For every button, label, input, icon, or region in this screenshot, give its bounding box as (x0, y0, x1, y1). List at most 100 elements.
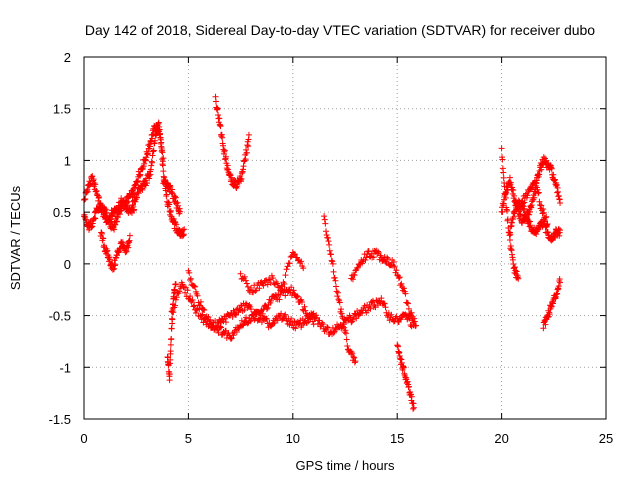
data-point-arc-h (247, 318, 254, 325)
data-point-arc-j (287, 253, 294, 260)
data-point-arc-g (177, 285, 184, 292)
data-point-arc-g (184, 287, 191, 294)
data-point-arc-h (301, 303, 308, 310)
data-point-arc-f (168, 325, 175, 332)
data-point-arc-j (264, 281, 271, 288)
data-point-arc-a (143, 154, 150, 161)
data-point-arc-j (273, 279, 280, 286)
data-point-arc-q (538, 202, 545, 209)
data-point-arc-l (382, 258, 389, 265)
data-point-arc-h (217, 324, 224, 331)
data-point-arc-b (131, 206, 138, 213)
data-point-arc-i (245, 131, 252, 138)
data-point-arc-g (172, 296, 179, 303)
data-point-arc-d (134, 194, 141, 201)
data-point-arc-g (351, 310, 358, 317)
data-point-arc-l (380, 257, 387, 264)
data-point-arc-c (126, 232, 133, 239)
data-point-arc-r (540, 325, 547, 332)
data-point-arc-e (177, 208, 184, 215)
data-point-arc-h (262, 302, 269, 309)
data-point-arc-e (172, 193, 179, 200)
y-tick-label: 0.5 (53, 205, 71, 220)
data-point-arc-g (297, 317, 304, 324)
data-point-arc-h (250, 311, 257, 318)
data-point-arc-h (239, 322, 246, 329)
data-point-arc-k (336, 299, 343, 306)
x-tick-label: 15 (390, 431, 404, 446)
data-point-arc-q (536, 198, 543, 205)
data-point-arc-g (386, 317, 393, 324)
data-point-arc-g (222, 319, 229, 326)
data-point-arc-g (236, 306, 243, 313)
data-point-arc-c (125, 244, 132, 251)
data-point-arc-j (284, 263, 291, 270)
data-point-arc-g (176, 288, 183, 295)
data-point-arc-l (393, 267, 400, 274)
data-point-arc-k (323, 232, 330, 239)
data-point-arc-j (237, 270, 244, 277)
data-point-arc-g (367, 305, 374, 312)
data-point-arc-g (288, 315, 295, 322)
data-point-arc-k (322, 220, 329, 227)
data-point-arc-l (408, 309, 415, 316)
data-point-arc-n (510, 187, 517, 194)
data-point-arc-k (350, 353, 357, 360)
data-point-arc-n (553, 181, 560, 188)
data-point-arc-q (535, 189, 542, 196)
data-point-arc-g (381, 300, 388, 307)
data-point-arc-j (282, 272, 289, 279)
data-point-arc-i (234, 183, 241, 190)
data-point-arc-l (405, 305, 412, 312)
y-tick-label: -0.5 (49, 309, 71, 324)
data-point-arc-h (264, 304, 271, 311)
data-point-arc-m (405, 383, 412, 390)
data-point-arc-g (248, 306, 255, 313)
data-point-arc-p (510, 214, 517, 221)
data-point-arc-j (242, 277, 249, 284)
data-point-arc-h (263, 306, 270, 313)
data-point-arc-j (291, 251, 298, 258)
chart-title: Day 142 of 2018, Sidereal Day-to-day VTE… (85, 22, 595, 38)
data-point-arc-h (294, 293, 301, 300)
data-point-arc-h (309, 318, 316, 325)
data-point-arc-p (555, 225, 562, 232)
data-point-arc-q (544, 221, 551, 228)
data-point-arc-h (309, 314, 316, 321)
data-point-arc-k (340, 319, 347, 326)
data-point-arc-j (252, 288, 259, 295)
data-point-arc-a (125, 198, 132, 205)
data-point-arc-g (198, 316, 205, 323)
data-point-arc-d (159, 162, 166, 169)
data-point-arc-g (192, 309, 199, 316)
data-point-arc-o (504, 207, 511, 214)
data-point-arc-j (300, 265, 307, 272)
data-point-arc-k (325, 238, 332, 245)
data-point-arc-h (268, 297, 275, 304)
x-axis-label: GPS time / hours (296, 458, 395, 473)
data-point-arc-k (333, 283, 340, 290)
data-point-arc-g (380, 300, 387, 307)
data-point-arc-k (334, 289, 341, 296)
data-point-arc-q (533, 179, 540, 186)
data-point-arc-g (330, 329, 337, 336)
data-point-arc-c (112, 261, 119, 268)
data-point-arc-o (502, 194, 509, 201)
data-point-arc-h (215, 329, 222, 336)
data-point-arc-n (531, 194, 538, 201)
data-point-arc-o (501, 183, 508, 190)
data-point-arc-l (400, 285, 407, 292)
data-point-arc-l (383, 259, 390, 266)
data-point-arc-n (526, 208, 533, 215)
data-point-arc-h (293, 292, 300, 299)
data-point-arc-i (238, 175, 245, 182)
data-point-arc-k (324, 235, 331, 242)
data-point-arc-g (190, 303, 197, 310)
data-point-arc-k (326, 247, 333, 254)
data-point-arc-k (338, 310, 345, 317)
data-point-arc-m (400, 364, 407, 371)
data-point-arc-a (159, 149, 166, 156)
data-point-arc-p (557, 227, 564, 234)
data-point-arc-g (388, 311, 395, 318)
data-point-arc-g (258, 319, 265, 326)
